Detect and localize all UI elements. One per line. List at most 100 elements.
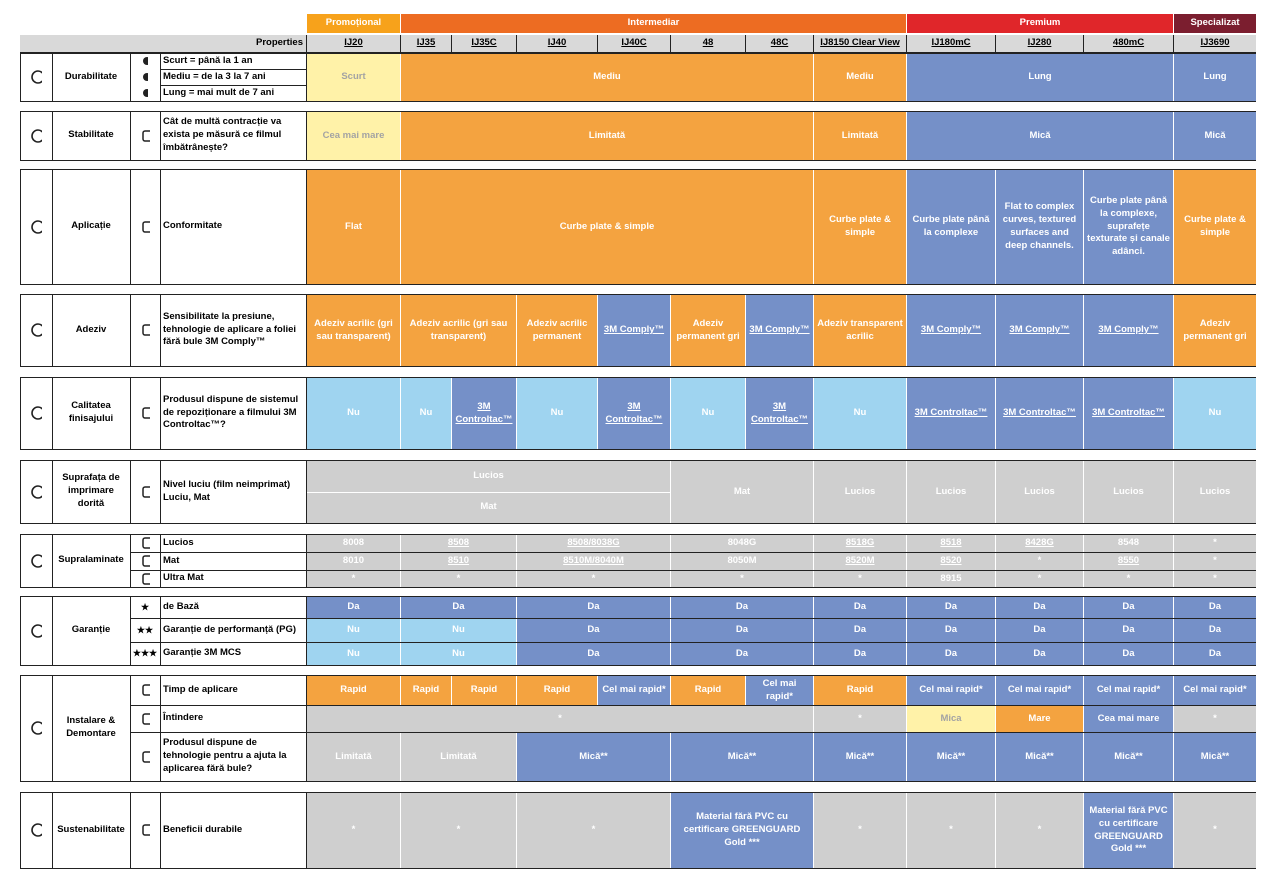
rule: [52, 377, 53, 449]
section-label: Instalare & Demontare: [66, 715, 116, 739]
icon: [31, 553, 42, 568]
product-name: 48: [670, 35, 745, 52]
rule: [306, 596, 307, 665]
icon: [142, 555, 150, 567]
cell: Lucios: [1084, 461, 1173, 523]
product-name: IJ3690: [1173, 35, 1256, 52]
cell: 3M Controltac™: [598, 378, 670, 449]
property-text: Lucios: [163, 536, 194, 548]
cell: Mică**: [814, 733, 906, 781]
property-text: Ultra Mat: [163, 572, 204, 584]
icon: [142, 537, 150, 549]
row-icon: [137, 711, 153, 727]
cell: Da: [401, 597, 516, 618]
product-name: IJ180mC: [906, 35, 995, 52]
cell: Limitată: [401, 112, 813, 160]
row-icon: [137, 553, 153, 569]
cell: 8428G: [996, 535, 1083, 552]
cell: Da: [814, 619, 906, 642]
row-icon: [139, 88, 151, 98]
rule: [52, 169, 53, 284]
rule: [160, 377, 161, 449]
section-icon: [27, 484, 45, 500]
cell: Cea mai mare: [307, 112, 400, 160]
rule: [130, 111, 131, 160]
row-icon: [137, 571, 153, 587]
cell: Adeziv acrilic (gri sau transparent): [401, 295, 516, 366]
property-text: Mat: [163, 554, 180, 566]
rule: [52, 534, 53, 587]
cell: Nu: [307, 378, 400, 449]
icon: [31, 721, 42, 735]
cell: 8508: [401, 535, 516, 552]
rule: [52, 53, 53, 101]
row-icon: [137, 749, 153, 765]
cell: 8010: [307, 553, 400, 570]
cell: Da: [517, 643, 670, 665]
cell: Da: [1084, 619, 1173, 642]
cell: Rapid: [671, 676, 745, 705]
cell: 8520M: [814, 553, 906, 570]
cell: Scurt: [307, 54, 400, 101]
section-icon: [27, 822, 45, 838]
icon: [142, 220, 150, 233]
cell: Curbe plate & simple: [814, 170, 906, 284]
row-icon: ★★★: [132, 648, 158, 659]
cell: Da: [671, 597, 813, 618]
section-label: Durabilitate: [64, 70, 118, 82]
cell: 8520: [907, 553, 995, 570]
rule: [160, 169, 161, 284]
group-header: Specializat: [1174, 14, 1256, 33]
product-name: IJ8150 Clear View: [813, 35, 906, 52]
cell: 8518: [907, 535, 995, 552]
cell: Adeziv transparent acrilic: [814, 295, 906, 366]
cell: Da: [307, 597, 400, 618]
icon: [31, 70, 42, 84]
cell: Nu: [401, 619, 516, 642]
property-text: Timp de aplicare: [163, 683, 238, 695]
property-text: Garanție 3M MCS: [163, 647, 242, 659]
cell: Da: [517, 619, 670, 642]
cell: Material fără PVC cu certificare GREENGU…: [1084, 793, 1173, 868]
product-name: IJ280: [995, 35, 1083, 52]
icon: [143, 73, 148, 81]
row-icon: [137, 322, 153, 338]
rule: [130, 642, 1256, 643]
cell: Adeziv permanent gri: [671, 295, 745, 366]
cell: *: [307, 706, 813, 732]
rule: [160, 460, 161, 523]
cell: Nu: [517, 378, 597, 449]
property-text: Produsul dispune de sistemul de repoziți…: [163, 393, 299, 431]
row-icon: [137, 822, 153, 838]
property-text: Lung = mai mult de 7 ani: [163, 86, 275, 98]
cell: Mat: [671, 461, 813, 523]
rule: [52, 792, 53, 868]
cell: Da: [1084, 597, 1173, 618]
cell: *: [1174, 535, 1256, 552]
icon: [31, 323, 42, 337]
cell: Mică: [907, 112, 1173, 160]
cell: Mică**: [1174, 733, 1256, 781]
cell: Material fără PVC cu certificare GREENGU…: [671, 793, 813, 868]
icon: [142, 324, 150, 336]
section-icon: [27, 69, 45, 85]
group-header: Intermediar: [401, 14, 906, 33]
rule: [306, 53, 307, 101]
property-text: Produsul dispune de tehnologie pentru a …: [163, 737, 287, 774]
rule: [306, 792, 307, 868]
cell: Rapid: [401, 676, 451, 705]
cell: *: [307, 793, 400, 868]
property-text: de Bază: [163, 600, 199, 612]
header-band: [20, 35, 1256, 52]
cell: Curbe plate până la complexe: [907, 170, 995, 284]
icon: [31, 128, 42, 143]
cell: Lucios: [307, 461, 670, 492]
property-text: Beneficii durabile: [163, 823, 243, 835]
cell: *: [814, 706, 906, 732]
product-name: IJ35: [400, 35, 451, 52]
cell: Cel mai rapid*: [746, 676, 813, 705]
property-text: Mediu = de la 3 la 7 ani: [163, 70, 266, 82]
icon: [31, 623, 42, 638]
cell: Da: [814, 643, 906, 665]
cell: Da: [907, 643, 995, 665]
